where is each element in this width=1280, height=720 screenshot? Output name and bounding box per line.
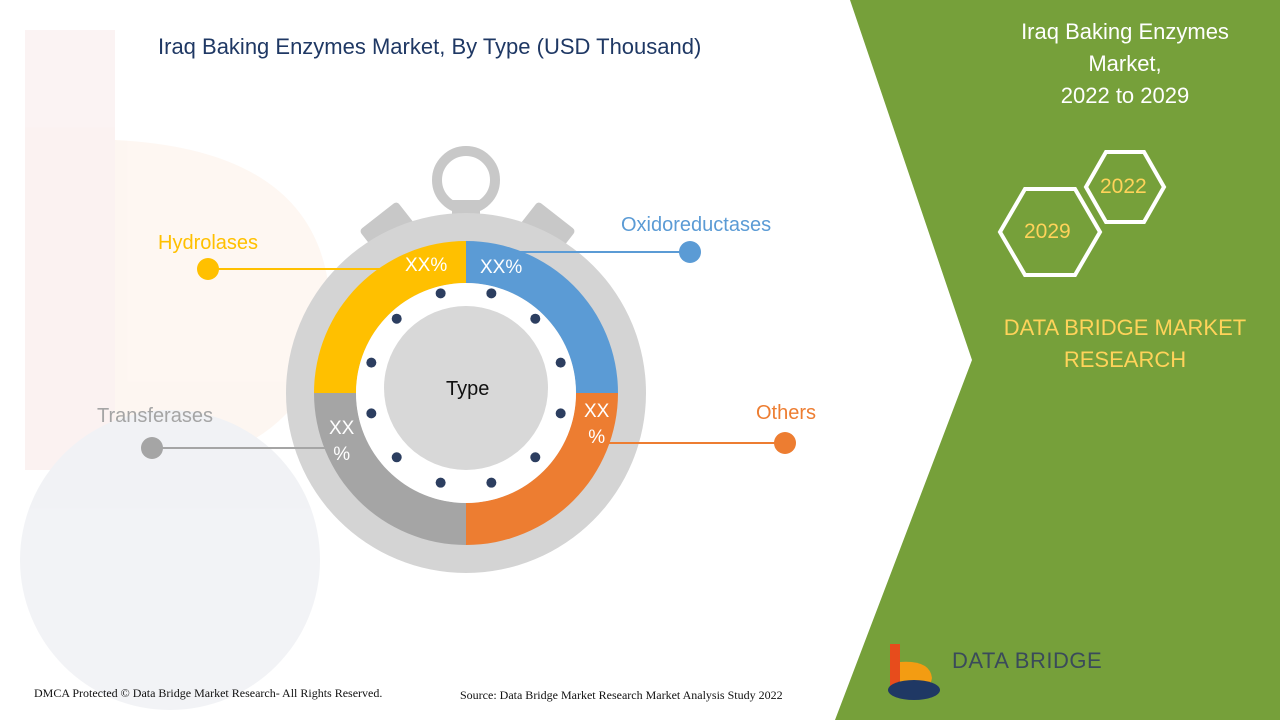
brand-line2: RESEARCH bbox=[1063, 347, 1187, 372]
logo-name: DATA BRIDGE bbox=[952, 648, 1103, 673]
watermark bbox=[20, 30, 330, 710]
side-title-line1: Iraq Baking Enzymes Market, bbox=[1021, 19, 1229, 76]
tick-dot bbox=[435, 477, 446, 488]
side-title-line2: 2022 to 2029 bbox=[1060, 83, 1190, 108]
tick-dots bbox=[366, 288, 566, 488]
leader-lines bbox=[141, 241, 796, 459]
tick-dot bbox=[391, 452, 402, 463]
leader-dot-others bbox=[774, 432, 796, 454]
donut-segment-hydrolases bbox=[314, 241, 466, 393]
hex-year-top: 2022 bbox=[1100, 175, 1147, 198]
brand-text: DATA BRIDGE MARKET RESEARCH bbox=[985, 312, 1265, 376]
donut-segment-transferases bbox=[314, 393, 466, 545]
segment-label-oxidoreductases: XX% bbox=[480, 257, 523, 278]
footer-copyright: DMCA Protected © Data Bridge Market Rese… bbox=[34, 686, 383, 700]
tick-dot bbox=[530, 452, 541, 463]
legend-label-others: Others bbox=[756, 402, 817, 424]
data-bridge-b-logo-icon bbox=[888, 644, 940, 700]
chart-center-label: Type bbox=[446, 378, 490, 400]
tick-dot bbox=[555, 357, 566, 368]
leader-dot-hydrolases bbox=[197, 258, 219, 280]
side-panel-title: Iraq Baking Enzymes Market, 2022 to 2029 bbox=[990, 16, 1260, 112]
chart-center-disc bbox=[384, 306, 548, 470]
segment-label-hydrolases: XX% bbox=[405, 255, 448, 276]
tick-dot bbox=[555, 408, 566, 419]
leader-dot-oxidoreductases bbox=[679, 241, 701, 263]
tick-dot bbox=[486, 288, 497, 299]
legend-label-transferases: Transferases bbox=[97, 405, 213, 427]
tick-dot bbox=[366, 408, 377, 419]
hex-year-bottom: 2029 bbox=[1024, 220, 1071, 243]
segment-label-transferases: XX % bbox=[329, 418, 355, 465]
segment-label-others: XX % bbox=[584, 401, 610, 448]
donut-segment-others bbox=[466, 393, 618, 545]
footer-source: Source: Data Bridge Market Research Mark… bbox=[460, 688, 783, 702]
legend-label-hydrolases: Hydrolases bbox=[158, 232, 259, 254]
tick-dot bbox=[435, 288, 446, 299]
tick-dot bbox=[486, 477, 497, 488]
tick-dot bbox=[391, 313, 402, 324]
tick-dot bbox=[530, 313, 541, 324]
brand-line1: DATA BRIDGE MARKET bbox=[1003, 315, 1247, 340]
chart-title: Iraq Baking Enzymes Market, By Type (USD… bbox=[158, 34, 702, 59]
donut-segment-oxidoreductases bbox=[466, 241, 618, 393]
leader-dot-transferases bbox=[141, 437, 163, 459]
side-panel-background bbox=[835, 0, 1280, 720]
legend-label-oxidoreductases: Oxidoreductases bbox=[621, 214, 772, 236]
hexagon-2022 bbox=[1083, 150, 1167, 224]
tick-dot bbox=[366, 357, 377, 368]
hexagon-2029 bbox=[997, 187, 1103, 277]
